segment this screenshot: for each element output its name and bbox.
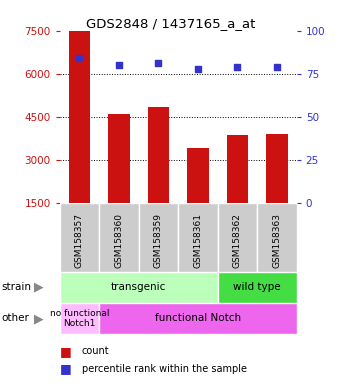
Bar — [99, 203, 139, 271]
Text: GSM158359: GSM158359 — [154, 213, 163, 268]
Bar — [257, 203, 297, 271]
Bar — [178, 203, 218, 271]
Text: functional Notch: functional Notch — [155, 313, 241, 323]
Point — [235, 64, 240, 70]
Text: GSM158361: GSM158361 — [193, 213, 203, 268]
Bar — [139, 203, 178, 271]
Bar — [69, 0, 90, 203]
Text: GSM158357: GSM158357 — [75, 213, 84, 268]
Text: ▶: ▶ — [34, 312, 44, 325]
Text: strain: strain — [2, 282, 32, 292]
Bar — [218, 271, 297, 303]
Text: percentile rank within the sample: percentile rank within the sample — [82, 364, 247, 374]
Text: other: other — [2, 313, 30, 323]
Text: ■: ■ — [60, 345, 71, 358]
Bar — [60, 303, 99, 334]
Point — [116, 62, 122, 68]
Text: ■: ■ — [60, 362, 71, 375]
Text: GDS2848 / 1437165_a_at: GDS2848 / 1437165_a_at — [86, 17, 255, 30]
Bar — [60, 271, 218, 303]
Bar — [187, 148, 209, 203]
Point — [156, 60, 161, 66]
Bar — [60, 203, 99, 271]
Text: GSM158362: GSM158362 — [233, 213, 242, 268]
Text: wild type: wild type — [233, 282, 281, 292]
Text: GSM158363: GSM158363 — [272, 213, 281, 268]
Point — [195, 66, 201, 72]
Point — [77, 55, 82, 61]
Bar — [148, 107, 169, 203]
Point — [274, 64, 280, 70]
Bar — [108, 114, 130, 203]
Text: ▶: ▶ — [34, 281, 44, 294]
Text: transgenic: transgenic — [111, 282, 166, 292]
Text: no functional
Notch1: no functional Notch1 — [50, 309, 109, 328]
Bar — [99, 303, 297, 334]
Text: GSM158360: GSM158360 — [115, 213, 123, 268]
Bar — [266, 134, 288, 203]
Text: count: count — [82, 346, 109, 356]
Bar — [218, 203, 257, 271]
Bar — [226, 135, 248, 203]
